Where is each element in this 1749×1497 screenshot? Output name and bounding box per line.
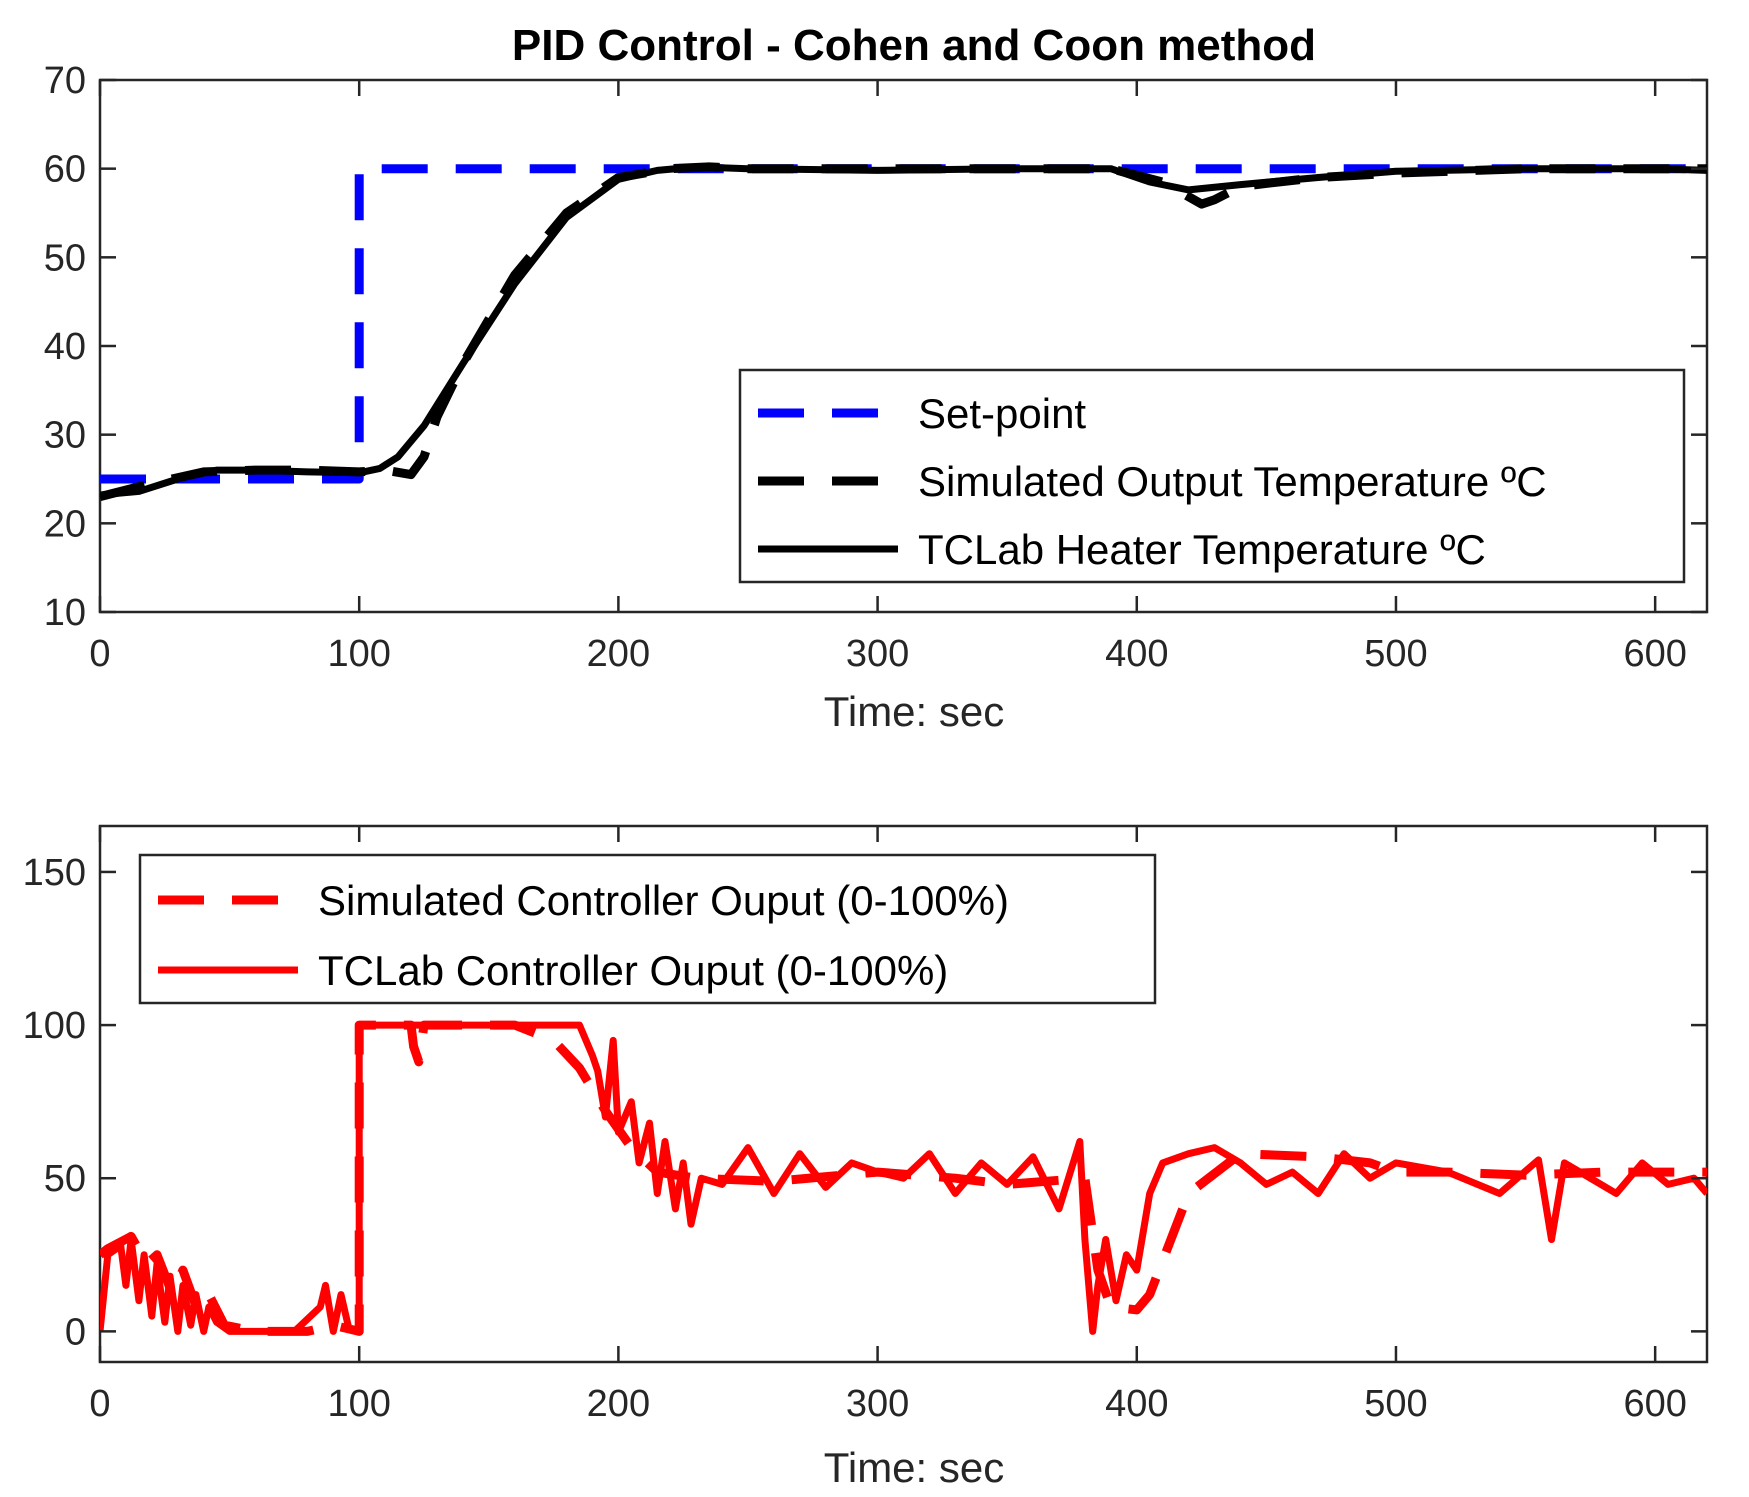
x-tick-label: 600 xyxy=(1623,1383,1686,1425)
legend-label-2: TCLab Controller Ouput (0-100%) xyxy=(318,947,948,994)
top-series-layer xyxy=(100,162,1707,502)
y-tick-label: 70 xyxy=(44,60,86,102)
y-tick-label: 50 xyxy=(44,237,86,279)
y-tick-label: 150 xyxy=(23,852,86,894)
x-tick-label: 100 xyxy=(327,633,390,675)
bottom-legend-box xyxy=(138,853,1157,1005)
x-tick-label: 600 xyxy=(1623,633,1686,675)
legend-label-2: Simulated Output Temperature ºC xyxy=(918,458,1547,505)
x-tick-label: 400 xyxy=(1105,1383,1168,1425)
series-line-1 xyxy=(100,1020,1707,1336)
x-tick-label: 200 xyxy=(587,633,650,675)
top-tick-layer: 0 100 200 300 400 500 600 10 20 30 40 50 60 70 xyxy=(44,60,1707,675)
x-tick-label: 0 xyxy=(89,1383,110,1425)
legend-label-1: Set-point xyxy=(918,390,1086,437)
top-x-axis-label: Time: sec xyxy=(824,688,1004,735)
bottom-series-layer xyxy=(100,1020,1707,1336)
y-tick-label: 20 xyxy=(44,503,86,545)
x-tick-label: 0 xyxy=(89,633,110,675)
series-line-3 xyxy=(100,163,1707,499)
top-legend: Set-point Simulated Output Temperature ºC… xyxy=(738,368,1686,584)
x-tick-label: 300 xyxy=(846,1383,909,1425)
y-tick-label: 10 xyxy=(44,592,86,634)
bottom-legend: Simulated Controller Ouput (0-100%) TCLab… xyxy=(138,853,1157,1005)
bottom-x-axis-label: Time: sec xyxy=(824,1444,1004,1491)
y-tick-label: 0 xyxy=(65,1311,86,1353)
chart-title: PID Control - Cohen and Coon method xyxy=(512,21,1316,70)
y-tick-label: 60 xyxy=(44,149,86,191)
x-tick-label: 100 xyxy=(327,1383,390,1425)
x-tick-label: 400 xyxy=(1105,633,1168,675)
y-tick-label: 100 xyxy=(23,1005,86,1047)
bottom-tick-layer: 0 100 200 300 400 500 600 0 50 100 150 xyxy=(23,826,1707,1425)
top-chart-temperature: PID Control - Cohen and Coon method 0 100… xyxy=(44,21,1709,735)
x-tick-label: 500 xyxy=(1364,633,1427,675)
y-tick-label: 40 xyxy=(44,326,86,368)
x-tick-label: 200 xyxy=(587,1383,650,1425)
x-tick-label: 500 xyxy=(1364,1383,1427,1425)
legend-label-3: TCLab Heater Temperature ºC xyxy=(918,526,1486,573)
legend-label-1: Simulated Controller Ouput (0-100%) xyxy=(318,877,1009,924)
x-tick-label: 300 xyxy=(846,633,909,675)
series-line-1 xyxy=(100,164,1707,484)
series-line-2 xyxy=(100,1021,1707,1335)
y-tick-label: 50 xyxy=(44,1158,86,1200)
y-tick-label: 30 xyxy=(44,415,86,457)
bottom-chart-controller: 0 100 200 300 400 500 600 0 50 100 150 Time: sec S… xyxy=(23,824,1709,1491)
